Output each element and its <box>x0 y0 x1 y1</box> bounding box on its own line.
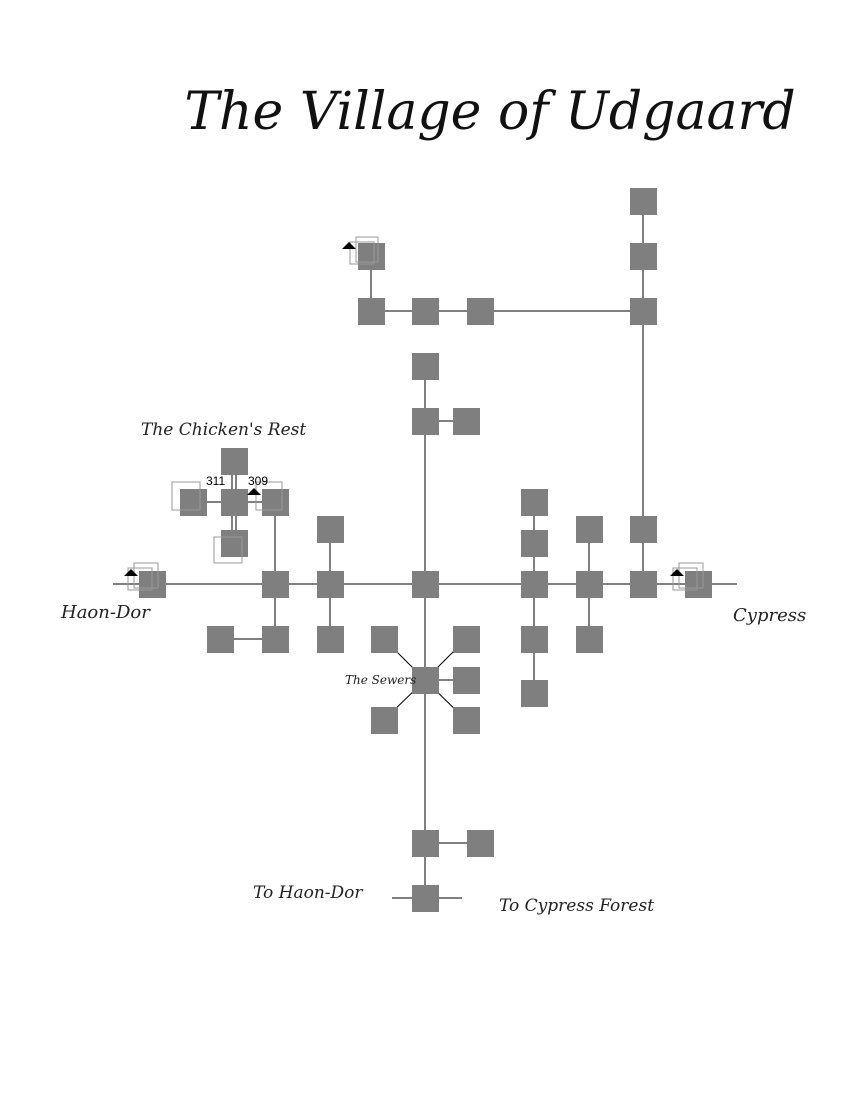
map-room <box>576 516 603 543</box>
map-room <box>371 626 398 653</box>
map-rooms <box>139 188 712 912</box>
map-room <box>412 667 439 694</box>
sewers-label: The Sewers <box>345 673 416 687</box>
chickens-rest-label: The Chicken's Rest <box>141 420 306 440</box>
map-room <box>317 516 344 543</box>
room-number-309: 309 <box>248 474 268 488</box>
map-room <box>453 626 480 653</box>
map-room <box>412 353 439 380</box>
map-room <box>521 530 548 557</box>
map-room <box>412 298 439 325</box>
map-room <box>221 489 248 516</box>
map-room <box>576 571 603 598</box>
map-room <box>521 680 548 707</box>
up-arrow-icon <box>124 569 138 576</box>
map-room <box>630 571 657 598</box>
to-haon-dor-label: To Haon-Dor <box>253 883 363 903</box>
map-title: The Village of Udgaard <box>184 82 796 142</box>
map-room <box>630 188 657 215</box>
map-room <box>467 298 494 325</box>
map-room <box>453 707 480 734</box>
map-room <box>412 885 439 912</box>
map-room <box>630 243 657 270</box>
map-room <box>453 667 480 694</box>
map-room <box>521 489 548 516</box>
up-arrow-icon <box>670 569 684 576</box>
map-ghost-rooms <box>127 236 704 591</box>
map-room <box>262 571 289 598</box>
map-room <box>262 489 289 516</box>
map-room <box>467 830 494 857</box>
map-room <box>521 571 548 598</box>
map-room <box>630 516 657 543</box>
map-room <box>685 571 712 598</box>
map-room <box>412 571 439 598</box>
to-cypress-forest-label: To Cypress Forest <box>499 896 654 916</box>
map-room <box>207 626 234 653</box>
map-room <box>521 626 548 653</box>
map-room <box>262 626 289 653</box>
up-arrow-icon <box>247 488 261 495</box>
map-room <box>358 298 385 325</box>
map-room <box>221 530 248 557</box>
up-arrow-icon <box>342 242 356 249</box>
map-room <box>221 448 248 475</box>
map-room <box>317 571 344 598</box>
map-room <box>412 408 439 435</box>
map-room <box>371 707 398 734</box>
haon-dor-label: Haon-Dor <box>60 602 151 623</box>
cypress-label: Cypress <box>733 605 806 626</box>
map-room <box>453 408 480 435</box>
map-room <box>180 489 207 516</box>
map-room <box>412 830 439 857</box>
map-room <box>576 626 603 653</box>
map-room <box>317 626 344 653</box>
map-room <box>630 298 657 325</box>
room-number-311: 311 <box>206 474 225 488</box>
map-room <box>358 243 385 270</box>
exit-markers <box>124 242 684 576</box>
